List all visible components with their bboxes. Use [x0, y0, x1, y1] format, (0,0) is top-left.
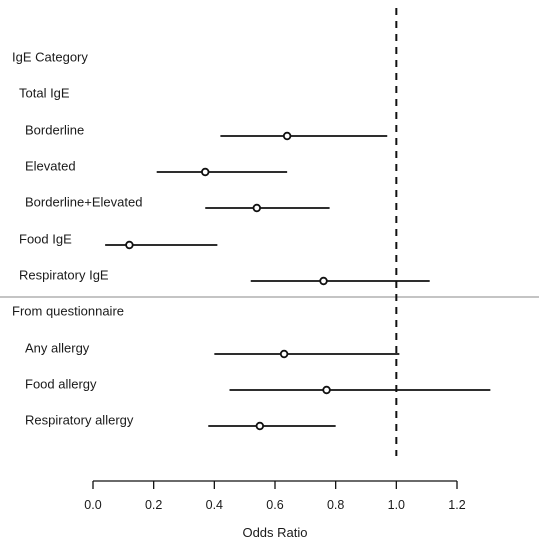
- row-label: Food IgE: [19, 232, 72, 247]
- point-estimate: [255, 421, 265, 431]
- point-estimate: [279, 349, 289, 359]
- point-estimate: [125, 240, 134, 250]
- row-label: Respiratory IgE: [19, 268, 109, 283]
- row-label: IgE Category: [12, 50, 88, 65]
- row-label: Any allergy: [25, 341, 90, 356]
- point-estimate: [319, 276, 328, 286]
- point-estimate: [252, 203, 261, 213]
- row-label: From questionnaire: [12, 304, 124, 319]
- x-tick-label: 0.6: [266, 498, 283, 512]
- point-estimate: [322, 385, 331, 395]
- x-axis-title: Odds Ratio: [242, 525, 307, 540]
- x-tick-label: 0.8: [327, 498, 344, 512]
- point-estimate: [282, 131, 292, 141]
- x-tick-label: 1.0: [388, 498, 405, 512]
- x-tick-label: 0.0: [84, 498, 101, 512]
- row-label: Borderline: [25, 123, 84, 138]
- row-label: Food allergy: [25, 377, 97, 392]
- x-tick-label: 0.2: [145, 498, 162, 512]
- row-label: Respiratory allergy: [25, 413, 134, 428]
- row-label: Borderline+Elevated: [25, 195, 142, 210]
- point-estimate: [201, 167, 210, 177]
- x-tick-label: 0.4: [206, 498, 223, 512]
- x-tick-label: 1.2: [448, 498, 465, 512]
- row-label: Elevated: [25, 159, 76, 174]
- row-label: Total IgE: [19, 86, 70, 101]
